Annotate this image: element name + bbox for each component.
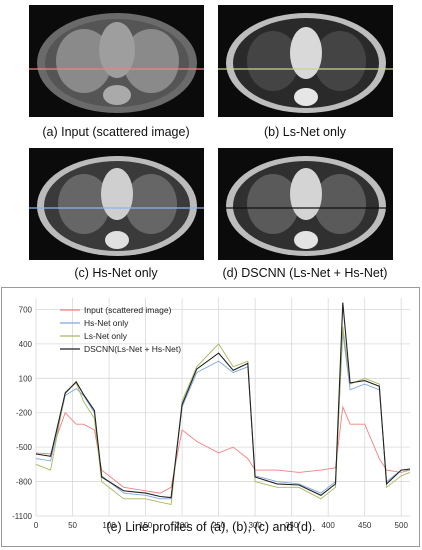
y-tick-label: -1100 bbox=[12, 512, 32, 521]
x-tick-label: 400 bbox=[322, 521, 336, 530]
chart-caption: (e) Line profiles of (a), (b), (c) and (… bbox=[106, 520, 316, 534]
y-tick-label: -800 bbox=[16, 478, 33, 487]
ct-image-c bbox=[29, 148, 204, 260]
x-tick-label: 100 bbox=[102, 521, 116, 530]
x-tick-label: 450 bbox=[358, 521, 372, 530]
caption-c: (c) Hs-Net only bbox=[74, 266, 158, 280]
caption-d: (d) DSCNN (Ls-Net + Hs-Net) bbox=[222, 266, 388, 280]
x-tick-label: 250 bbox=[212, 521, 226, 530]
x-tick-label: 200 bbox=[175, 521, 189, 530]
series-line-1 bbox=[35, 405, 411, 494]
ct-image-a bbox=[29, 5, 204, 117]
x-tick-label: 50 bbox=[68, 521, 77, 530]
ct-image-d bbox=[218, 148, 393, 260]
x-tick-label: 300 bbox=[248, 521, 262, 530]
x-tick-label: 150 bbox=[139, 521, 153, 530]
caption-b: (b) Ls-Net only bbox=[264, 125, 346, 139]
series-line-2 bbox=[35, 332, 410, 500]
x-tick-label: 0 bbox=[34, 521, 39, 530]
y-tick-label: 400 bbox=[19, 340, 33, 349]
y-tick-label: -200 bbox=[16, 409, 33, 418]
ct-scan-graphic bbox=[29, 156, 204, 256]
legend-label: DSCNN(Ls-Net + Hs-Net) bbox=[84, 344, 181, 354]
legend-label: Ls-Net only bbox=[84, 331, 128, 341]
legend-label: Hs-Net only bbox=[84, 318, 129, 328]
ct-scan-graphic bbox=[218, 13, 393, 113]
x-tick-label: 500 bbox=[395, 521, 409, 530]
caption-a: (a) Input (scattered image) bbox=[42, 125, 190, 139]
x-tick-label: 350 bbox=[285, 521, 299, 530]
ct-image-b bbox=[218, 5, 393, 117]
y-tick-label: 700 bbox=[19, 305, 33, 314]
series-line-4 bbox=[35, 302, 411, 499]
ct-scan-graphic bbox=[218, 156, 393, 256]
y-tick-label: -500 bbox=[16, 443, 33, 452]
legend-label: Input (scattered image) bbox=[84, 305, 172, 315]
line-profile-chart: 700 400 100 -200 -500 -800 -1100 0 50 100 150 200 25… bbox=[1, 287, 420, 547]
ct-scan-graphic bbox=[29, 13, 204, 113]
y-tick-label: 100 bbox=[19, 374, 33, 383]
